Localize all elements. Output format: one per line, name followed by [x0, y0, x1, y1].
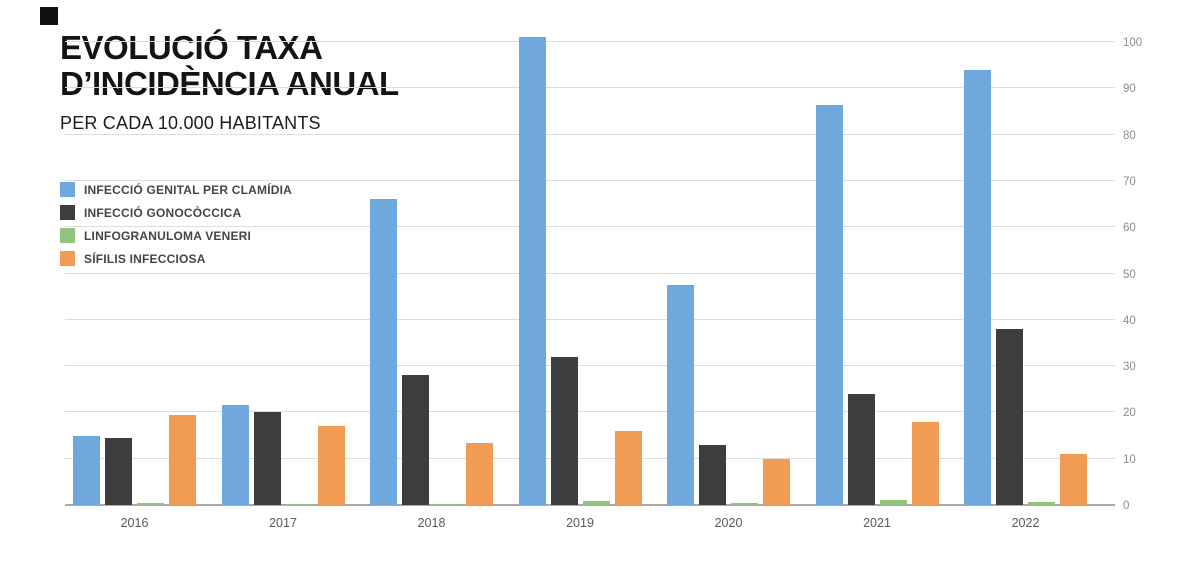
chart-title-line1: EVOLUCIÓ TAXA [60, 29, 323, 66]
logo-mark [40, 7, 58, 25]
legend-swatch-clamidia-icon [60, 182, 75, 197]
x-axis-label-2018: 2018 [417, 516, 446, 530]
bar-group-2016: 2016 [73, 35, 196, 530]
legend-item-linfogranuloma: LINFOGRANULOMA VENERI [60, 224, 292, 247]
bar-infeccio-gonococcica-2018 [402, 375, 429, 505]
gridline-y70 [65, 179, 1115, 181]
x-axis-line [65, 504, 1115, 506]
legend-item-clamidia: INFECCIÓ GENITAL PER CLAMÍDIA [60, 178, 292, 201]
bar-infeccio-gonococcica-2019 [550, 356, 578, 505]
x-axis-label-2022: 2022 [1011, 516, 1040, 530]
bar-sifilis-infecciosa-2021 [911, 421, 939, 505]
legend-swatch-sifilis-icon [60, 251, 75, 266]
gridline-y60 [65, 226, 1115, 228]
y-axis-tick-label-30: 30 [1123, 361, 1136, 374]
bar-group-2019: 2019 [518, 35, 642, 530]
bar-group-2020: 2020 [667, 35, 790, 530]
bar-sifilis-infecciosa-2022 [1060, 454, 1087, 505]
bar-group-2022: 2022 [964, 35, 1087, 530]
plot-area: 0 10 20 30 40 50 60 70 80 90 100 2016 2017 2018 2019 2… [65, 35, 1142, 530]
bar-linfogranuloma-veneri-2019 [582, 501, 610, 505]
y-axis-tick-label-100: 100 [1123, 37, 1143, 49]
bar-infeccio-gonococcica-2017 [253, 412, 281, 505]
y-axis-tick-label-80: 80 [1123, 129, 1136, 142]
legend-swatch-gonococcica-icon [60, 205, 75, 220]
gridline-y30 [65, 365, 1115, 367]
legend-item-gonococcica: INFECCIÓ GONOCÒCCICA [60, 201, 292, 224]
legend-label-clamidia: INFECCIÓ GENITAL PER CLAMÍDIA [84, 182, 293, 197]
bar-sifilis-infecciosa-2020 [763, 458, 790, 505]
bar-infeccio-genital-per-clamidia-2019 [518, 37, 546, 505]
chart-title: EVOLUCIÓ TAXA D’INCIDÈNCIA ANUAL [60, 30, 399, 102]
bar-group-2018: 2018 [370, 35, 493, 530]
bar-linfogranuloma-veneri-2016 [137, 503, 164, 505]
bar-sifilis-infecciosa-2016 [169, 414, 196, 505]
bar-linfogranuloma-veneri-2017 [285, 503, 313, 505]
bar-groups-layer: 2016 2017 2018 2019 2020 2021 2022 [65, 35, 1095, 530]
bar-linfogranuloma-veneri-2021 [879, 500, 907, 505]
bar-linfogranuloma-veneri-2020 [731, 502, 758, 505]
y-axis-tick-label-50: 50 [1123, 268, 1136, 281]
gridline-y40 [65, 318, 1115, 320]
gridline-y20 [65, 411, 1115, 413]
bar-infeccio-genital-per-clamidia-2020 [667, 285, 694, 505]
bar-group-2021: 2021 [815, 35, 939, 530]
gridline-y90 [65, 87, 1115, 89]
y-axis-tick-label-10: 10 [1123, 453, 1136, 466]
y-axis-tick-label-40: 40 [1123, 314, 1136, 327]
legend-label-sifilis: SÍFILIS INFECCIOSA [84, 251, 206, 266]
legend-label-linfogranuloma: LINFOGRANULOMA VENERI [84, 228, 252, 243]
y-axis-tick-label-70: 70 [1123, 175, 1136, 188]
bar-infeccio-genital-per-clamidia-2017 [221, 405, 249, 505]
legend-label-gonococcica: INFECCIÓ GONOCÒCCICA [84, 205, 242, 220]
bar-group-2017: 2017 [221, 35, 345, 530]
y-axis-tick-label-60: 60 [1123, 222, 1136, 235]
gridline-y10 [65, 457, 1115, 459]
bar-infeccio-gonococcica-2016 [105, 437, 132, 505]
legend-swatch-linfogranuloma-icon [60, 228, 75, 243]
x-axis-label-2020: 2020 [714, 516, 743, 530]
bar-linfogranuloma-veneri-2018 [434, 504, 461, 505]
bar-linfogranuloma-veneri-2022 [1028, 502, 1055, 505]
chart-subtitle: PER CADA 10.000 HABITANTS [60, 113, 321, 133]
bar-infeccio-gonococcica-2022 [996, 329, 1023, 505]
chart-title-line2: D’INCIDÈNCIA ANUAL [60, 65, 399, 102]
y-axis-tick-label-0: 0 [1123, 500, 1130, 512]
gridline-y50 [65, 272, 1115, 274]
bar-infeccio-genital-per-clamidia-2018 [370, 199, 397, 505]
bar-infeccio-genital-per-clamidia-2022 [964, 69, 991, 505]
y-axis-tick-label-90: 90 [1123, 83, 1136, 96]
x-axis-label-2019: 2019 [566, 516, 594, 530]
bar-infeccio-genital-per-clamidia-2016 [73, 435, 100, 505]
legend-item-sifilis: SÍFILIS INFECCIOSA [60, 247, 292, 270]
bar-infeccio-genital-per-clamidia-2021 [815, 104, 843, 505]
bar-sifilis-infecciosa-2017 [317, 426, 345, 505]
bar-infeccio-gonococcica-2021 [847, 393, 875, 505]
gridline-y100 [65, 41, 1115, 42]
y-axis-tick-label-20: 20 [1123, 407, 1136, 420]
chart-legend: INFECCIÓ GENITAL PER CLAMÍDIA INFECCIÓ G… [60, 178, 292, 270]
x-axis-label-2016: 2016 [120, 516, 149, 530]
x-axis-label-2021: 2021 [863, 516, 891, 530]
bar-infeccio-gonococcica-2020 [699, 444, 726, 505]
x-axis-label-2017: 2017 [269, 516, 297, 530]
bar-sifilis-infecciosa-2018 [466, 442, 493, 505]
bar-sifilis-infecciosa-2019 [614, 430, 642, 505]
gridline-y80 [65, 133, 1115, 135]
